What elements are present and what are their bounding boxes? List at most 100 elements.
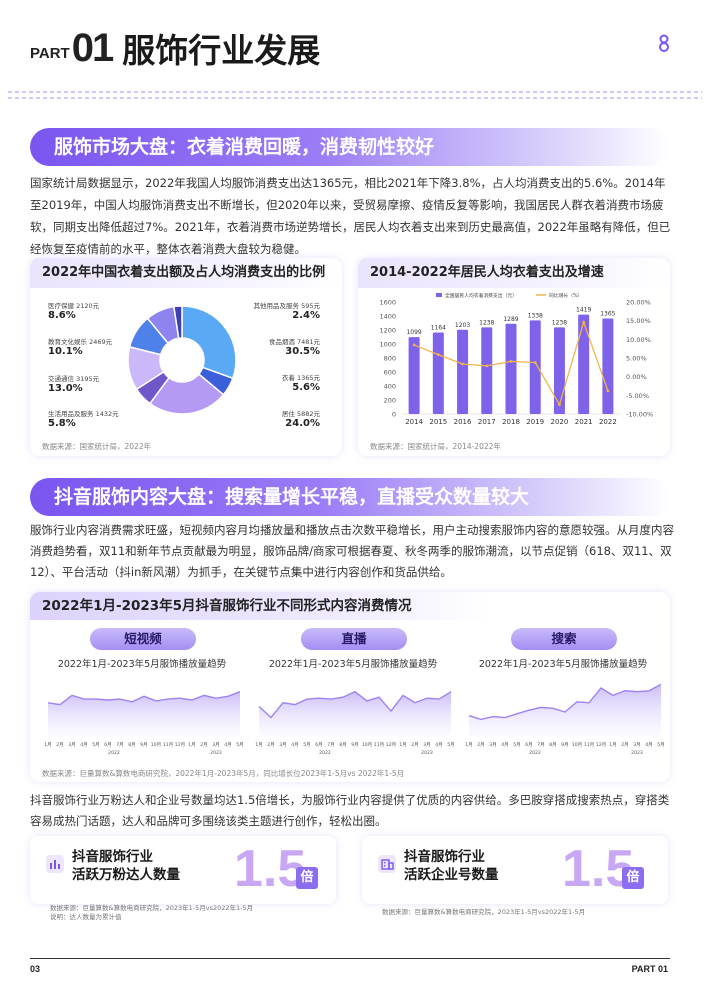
trend-x-tick: 2月: [411, 742, 419, 748]
lock-icon: [659, 34, 669, 52]
trend-year-label: 2023: [421, 750, 433, 756]
trend-x-tick: 3月: [68, 742, 76, 748]
trend-x-tick: 5月: [303, 742, 311, 748]
trend-x-tick: 12月: [596, 742, 606, 748]
x-tick: 2020: [551, 418, 569, 426]
trend-year-label: 2022: [319, 750, 331, 756]
footer-divider: [30, 958, 670, 959]
bar-value-label: 1203: [455, 322, 470, 329]
stat-source-enterprise: 数据来源：巨量算数&算数电商研究院，2023年1-5月vs2022年1-5月: [382, 908, 586, 916]
trend-x-tick: 3月: [633, 742, 641, 748]
part-number: 01: [71, 25, 114, 70]
bar-value-label: 1099: [406, 329, 421, 336]
pie-chart-source: 数据来源：国家统计局，2022年: [42, 442, 152, 451]
bar-chart-title: 2014-2022年居民人均衣着支出及增速: [358, 258, 670, 288]
y-right-tick: 20.00%: [626, 299, 651, 307]
bar-2017: [481, 327, 493, 414]
trend-year-label: 2023: [210, 750, 222, 756]
bar-2020: [553, 327, 565, 414]
trend-x-tick: 4月: [224, 742, 232, 748]
trend-chart-livestream: 1月 2月 3月 4月 5月 6月 7月 8月 9月 10月 11月 12月 1月 2月 3月 4月 5月202…: [255, 690, 455, 756]
y-right-tick: -5.00%: [626, 392, 649, 400]
stat-unit-creators: 倍: [296, 867, 318, 889]
y-left-tick: 800: [384, 355, 396, 363]
x-tick: 2022: [599, 418, 617, 426]
y-right-tick: 0.00%: [626, 373, 647, 381]
legend-label-line: 同比增长（%）: [549, 292, 582, 299]
growth-point-2015: [436, 353, 440, 357]
tab-livestream: 直播: [301, 628, 407, 650]
stat-source-creators: 数据来源：巨量算数&算数电商研究院，2023年1-5月vs2022年1-5月 说明…: [50, 904, 254, 921]
bar-value-label: 1164: [431, 325, 446, 332]
trend-x-tick: 6月: [315, 742, 323, 748]
trend-x-tick: 5月: [513, 742, 521, 748]
bar-value-label: 1238: [552, 319, 567, 326]
bar-value-label: 1289: [503, 316, 518, 323]
y-left-tick: 600: [384, 369, 396, 377]
trend-x-tick: 1月: [255, 742, 263, 748]
y-right-tick: 10.00%: [626, 336, 651, 344]
growth-point-2021: [582, 320, 586, 324]
bar-chart-icon: [46, 855, 64, 873]
trend-line: [47, 691, 241, 706]
y-left-tick: 1200: [379, 327, 396, 335]
trend-x-tick: 11月: [163, 742, 173, 748]
trend-x-tick: 8月: [339, 742, 347, 748]
trend-title-livestream: 2022年1月-2023年5月服饰播放量趋势: [268, 659, 438, 670]
y-left-tick: 1400: [379, 313, 396, 321]
bar-value-label: 1365: [600, 310, 615, 317]
growth-point-2018: [509, 359, 513, 363]
trend-area: [48, 691, 240, 736]
trend-line: [258, 690, 452, 719]
part-label: PART: [30, 44, 70, 62]
trend-x-tick: 4月: [501, 742, 509, 748]
pie-label-transport: 交通通信 3195元 13.0%: [48, 375, 100, 394]
pie-label-food: 食品烟酒 7481元 30.5%: [268, 338, 320, 357]
bar-2021: [578, 314, 590, 414]
trend-x-tick: 3月: [489, 742, 497, 748]
trend-x-tick: 2月: [477, 742, 485, 748]
trend-x-tick: 11月: [374, 742, 384, 748]
bar-2015: [432, 332, 444, 414]
pie-label-household: 生活用品及服务 1432元 5.8%: [48, 410, 119, 429]
trend-card: 2022年1月-2023年5月抖音服饰行业不同形式内容消费情况 短视频 直播 搜…: [30, 592, 670, 782]
y-left-tick: 200: [384, 397, 396, 405]
section-banner-market: 服饰市场大盘：衣着消费回暖，消费韧性较好: [30, 128, 670, 166]
stat-card-creators: 抖音服饰行业 活跃万粉达人数量 1.5 倍 数据来源：巨量算数&算数电商研究院，2…: [30, 836, 336, 921]
trend-x-tick: 3月: [279, 742, 287, 748]
growth-point-2019: [533, 361, 537, 364]
trend-x-tick: 12月: [175, 742, 185, 748]
trend-x-tick: 8月: [549, 742, 557, 748]
x-tick: 2016: [454, 418, 472, 426]
pie-label-clothing: 衣着 1365元 5.6%: [281, 374, 320, 393]
trend-x-tick: 2月: [56, 742, 64, 748]
trend-year-label: 2023: [631, 750, 643, 756]
bar-2019: [529, 320, 541, 414]
page-header: PART 01 服饰行业发展: [30, 24, 320, 72]
trend-x-tick: 9月: [351, 742, 359, 748]
trend-source: 数据来源：巨量算数&算数电商研究院，2022年1月-2023年5月，同比增长位2…: [42, 769, 405, 778]
trend-year-label: 2022: [529, 750, 541, 756]
page-number: 03: [30, 964, 41, 974]
trend-x-tick: 4月: [435, 742, 443, 748]
y-right-tick: -10.00%: [626, 411, 653, 419]
trend-x-tick: 4月: [291, 742, 299, 748]
trend-x-tick: 10月: [572, 742, 582, 748]
pie-chart-card: 2022年中国衣着支出额及占人均消费支出的比例 医疗保健 2120元 8.6% 教…: [30, 258, 342, 456]
trend-chart-short-video: 1月 2月 3月 4月 5月 6月 7月 8月 9月 10月 11月 12月 1月 2月 3月 4月 5月202…: [44, 691, 244, 756]
x-tick: 2019: [526, 418, 544, 426]
trend-x-tick: 10月: [151, 742, 161, 748]
trend-x-tick: 1月: [609, 742, 617, 748]
trend-x-tick: 11月: [584, 742, 594, 748]
trend-x-tick: 3月: [212, 742, 220, 748]
x-tick: 2018: [502, 418, 520, 426]
page-title: 服饰行业发展: [122, 31, 321, 70]
trend-title-search: 2022年1月-2023年5月服饰播放量趋势: [478, 659, 648, 670]
section-paragraph-market: 国家统计局数据显示，2022年我国人均服饰消费支出达1365元，相比2021年下…: [30, 176, 671, 256]
trend-x-tick: 1月: [188, 742, 196, 748]
bar-value-label: 1419: [576, 307, 591, 314]
trend-card-title: 2022年1月-2023年5月抖音服饰行业不同形式内容消费情况: [30, 592, 490, 620]
growth-point-2016: [461, 362, 464, 366]
trend-x-tick: 2月: [267, 742, 275, 748]
stat-value-creators: 1.5: [234, 840, 307, 898]
